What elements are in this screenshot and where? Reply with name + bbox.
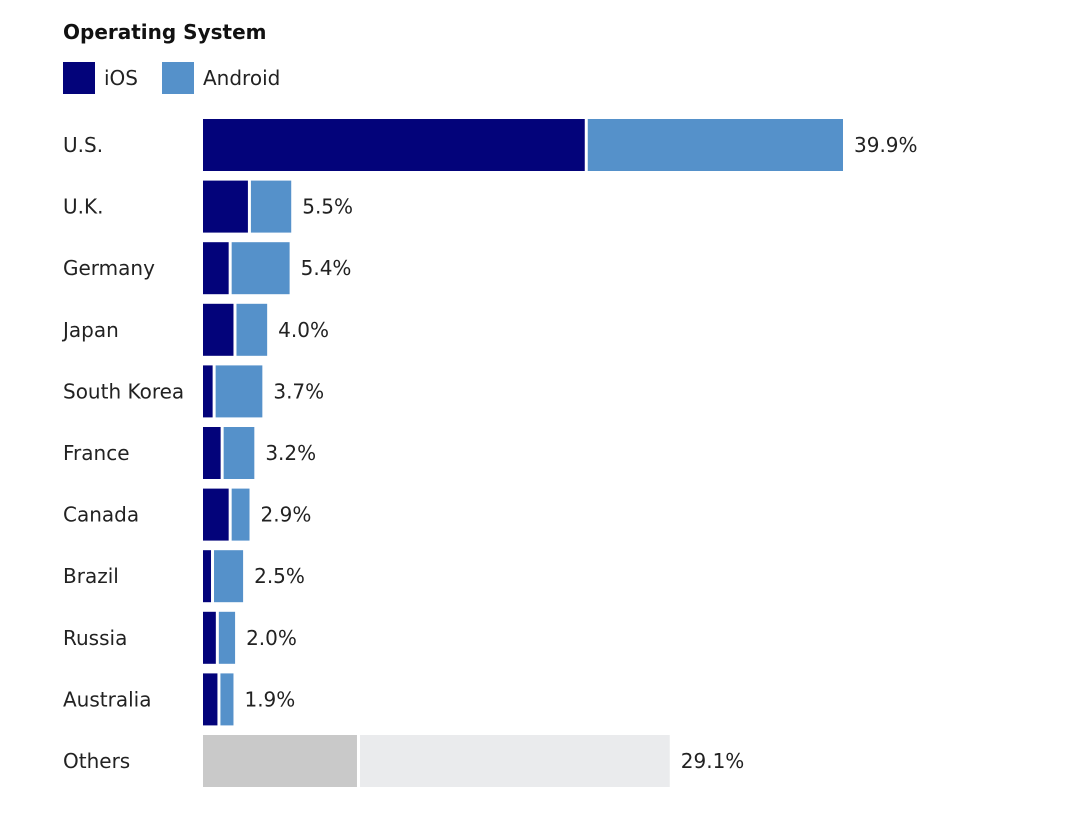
legend-swatch-android (162, 62, 194, 94)
chart-title: Operating System (63, 20, 267, 44)
data-label-u-s: 39.9% (854, 133, 918, 157)
bar-android-germany (231, 242, 290, 295)
bar-ios-australia (203, 673, 218, 726)
bar-ios-japan (203, 303, 234, 356)
category-label-south-korea: South Korea (63, 379, 184, 403)
bar-android-japan (236, 303, 268, 356)
data-label-france: 3.2% (265, 441, 316, 465)
category-label-u-s: U.S. (63, 133, 103, 157)
bar-ios-russia (203, 611, 216, 664)
data-label-japan: 4.0% (278, 318, 329, 342)
category-label-canada: Canada (63, 503, 139, 527)
data-label-others: 29.1% (681, 749, 745, 773)
data-label-south-korea: 3.7% (273, 379, 324, 403)
bar-android-u-k (250, 180, 292, 233)
bar-android-south-korea (215, 365, 263, 418)
bar-ios-others (203, 735, 357, 787)
bar-android-others (359, 735, 670, 787)
legend-swatch-ios (63, 62, 95, 94)
bar-ios-brazil (203, 550, 212, 603)
legend-label-android: Android (203, 66, 281, 90)
bar-ios-u-k (203, 180, 248, 233)
bar-android-russia (218, 611, 236, 664)
category-label-others: Others (63, 749, 130, 773)
data-label-canada: 2.9% (261, 503, 312, 527)
bar-ios-germany (203, 242, 229, 295)
bar-ios-u-s (203, 119, 585, 171)
category-label-u-k: U.K. (63, 195, 103, 219)
bar-ios-south-korea (203, 365, 213, 418)
data-label-germany: 5.4% (301, 256, 352, 280)
bar-android-australia (220, 673, 234, 726)
category-label-russia: Russia (63, 626, 127, 650)
data-label-australia: 1.9% (244, 687, 295, 711)
legend-label-ios: iOS (104, 66, 138, 90)
data-label-russia: 2.0% (246, 626, 297, 650)
bar-android-u-s (587, 119, 843, 171)
category-label-australia: Australia (63, 687, 151, 711)
bar-ios-france (203, 427, 221, 479)
category-label-germany: Germany (63, 256, 155, 280)
bar-android-france (223, 427, 255, 479)
bar-android-canada (231, 488, 250, 541)
category-label-brazil: Brazil (63, 564, 119, 588)
data-label-u-k: 5.5% (302, 195, 353, 219)
category-label-japan: Japan (61, 318, 119, 342)
category-label-france: France (63, 441, 130, 465)
bar-android-brazil (214, 550, 244, 603)
bar-ios-canada (203, 488, 229, 541)
data-label-brazil: 2.5% (254, 564, 305, 588)
